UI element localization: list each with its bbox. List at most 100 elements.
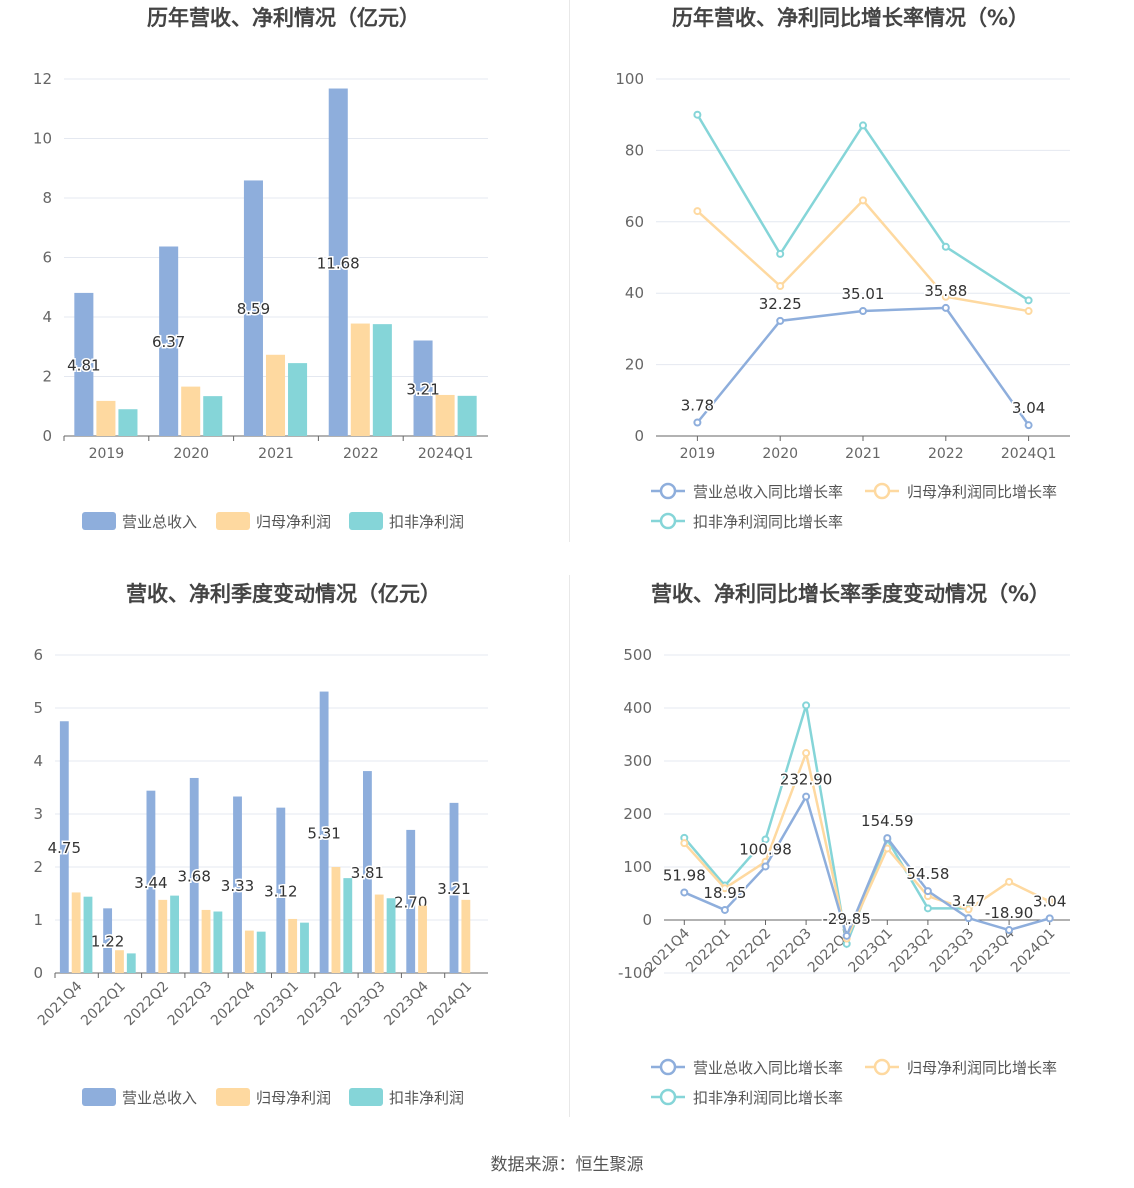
bar: [265, 354, 286, 436]
x-tick-label: 2021: [845, 446, 881, 462]
annual-growth-rate-panel: 历年营收、净利同比增长率情况（%） 0 20 40 60 80 100 2019 2020 20…: [567, 0, 1134, 570]
series-line: [696, 114, 1030, 302]
bar: [181, 386, 201, 436]
bar: [59, 721, 69, 973]
data-point: [1024, 421, 1033, 430]
bar: [331, 867, 341, 973]
legend-label: 归母净利润同比增长率: [907, 483, 1057, 501]
data-point: [680, 839, 689, 848]
y-tick-label: 500: [623, 646, 652, 664]
bar: [328, 88, 348, 437]
legend-label: 扣非净利润: [389, 513, 464, 531]
bar: [233, 796, 242, 973]
bar: [256, 931, 266, 973]
data-point: [1045, 897, 1054, 906]
x-tick-label: 2022: [343, 446, 379, 462]
data-point: [680, 888, 689, 897]
x-tick-label: 2023Q2: [295, 979, 346, 1030]
data-point: [761, 835, 770, 844]
bar: [288, 918, 298, 973]
y-tick-label: 6: [33, 646, 43, 664]
y-tick-label: 20: [625, 356, 644, 374]
bar: [170, 895, 180, 973]
legend-marker: [659, 512, 677, 530]
data-label: 6.37: [152, 333, 185, 351]
legend-marker: [659, 1088, 677, 1106]
data-label: 3.04: [1033, 892, 1066, 910]
data-label: 4.81: [67, 356, 100, 374]
x-tick-label: 2024Q1: [418, 446, 474, 462]
y-tick-label: 200: [623, 805, 652, 823]
y-tick-label: 2: [42, 368, 52, 386]
y-tick-label: 0: [642, 911, 652, 929]
data-point: [761, 862, 770, 871]
bar: [457, 395, 477, 436]
bar: [406, 829, 416, 973]
legend-marker: [873, 1058, 891, 1076]
x-tick-label: 2019: [89, 446, 125, 462]
x-tick-label: 2024Q1: [425, 979, 476, 1030]
y-tick-label: 40: [625, 284, 644, 302]
data-label: 3.47: [952, 892, 985, 910]
data-label: 100.98: [739, 840, 792, 858]
data-point: [776, 249, 785, 258]
y-tick-label: 0: [634, 427, 644, 445]
data-label: 3.12: [264, 882, 297, 900]
bar: [158, 899, 168, 973]
legend-swatch: [216, 512, 250, 530]
bar: [203, 396, 223, 436]
bar: [350, 323, 370, 436]
y-tick-label: 6: [42, 249, 52, 267]
data-label: 18.95: [703, 884, 746, 902]
bar: [288, 363, 308, 436]
y-tick-label: 0: [33, 964, 43, 982]
data-point: [720, 905, 729, 914]
data-point: [693, 110, 702, 119]
x-tick-label: 2022Q1: [78, 979, 129, 1030]
data-label: 54.58: [906, 865, 949, 883]
annual-growth-rate-chart: 0 20 40 60 80 100 2019 2020 2021 2022 2024Q1 3.78 32…: [615, 70, 1070, 531]
y-tick-label: 8: [42, 189, 52, 207]
data-label: 3.33: [221, 877, 254, 895]
x-tick-label: 2019: [680, 446, 716, 462]
data-label: 32.25: [759, 295, 802, 313]
legend-label: 归母净利润: [256, 513, 331, 531]
legend-label: 扣非净利润: [389, 1089, 464, 1107]
data-label: 1.22: [91, 933, 124, 951]
quarterly-revenue-profit-panel: 营收、净利季度变动情况（亿元） 0 1 2 3 4 5 6 2021Q4 2022Q1 2022Q…: [0, 576, 567, 1146]
bar: [319, 691, 329, 973]
legend-swatch: [349, 1088, 383, 1106]
data-label: 8.59: [237, 300, 270, 318]
quarterly-revenue-profit-chart: 01234562021Q42022Q12022Q22022Q32022Q4202…: [33, 646, 488, 1107]
data-label: 3.68: [178, 867, 211, 885]
bar: [96, 400, 116, 436]
data-label: -18.90: [985, 904, 1033, 922]
divider-top: [569, 0, 570, 542]
bar: [74, 292, 94, 436]
bar: [244, 930, 254, 973]
y-tick-label: 2: [33, 858, 43, 876]
chart-title: 营收、净利同比增长率季度变动情况（%）: [650, 582, 1051, 606]
bar: [243, 180, 263, 436]
y-tick-label: 4: [42, 308, 52, 326]
data-point: [802, 749, 811, 758]
legend-label: 归母净利润同比增长率: [907, 1059, 1057, 1077]
data-point: [1024, 296, 1033, 305]
x-tick-label: 2023Q3: [338, 979, 389, 1030]
y-tick-label: 4: [33, 752, 43, 770]
legend-label: 归母净利润: [256, 1089, 331, 1107]
divider-bottom: [569, 575, 570, 1117]
y-tick-label: 60: [625, 213, 644, 231]
data-label: 3.21: [437, 880, 470, 898]
x-tick-label: 2023Q1: [251, 979, 302, 1030]
bar: [461, 899, 471, 973]
bar: [413, 340, 433, 436]
data-point: [964, 914, 973, 923]
data-point: [859, 121, 867, 130]
legend-label: 营业总收入: [122, 1089, 197, 1107]
legend-label: 扣非净利润同比增长率: [693, 513, 843, 531]
data-point: [720, 884, 729, 893]
legend-swatch: [82, 1088, 116, 1106]
series-line: [683, 793, 1051, 940]
data-point: [964, 905, 973, 914]
